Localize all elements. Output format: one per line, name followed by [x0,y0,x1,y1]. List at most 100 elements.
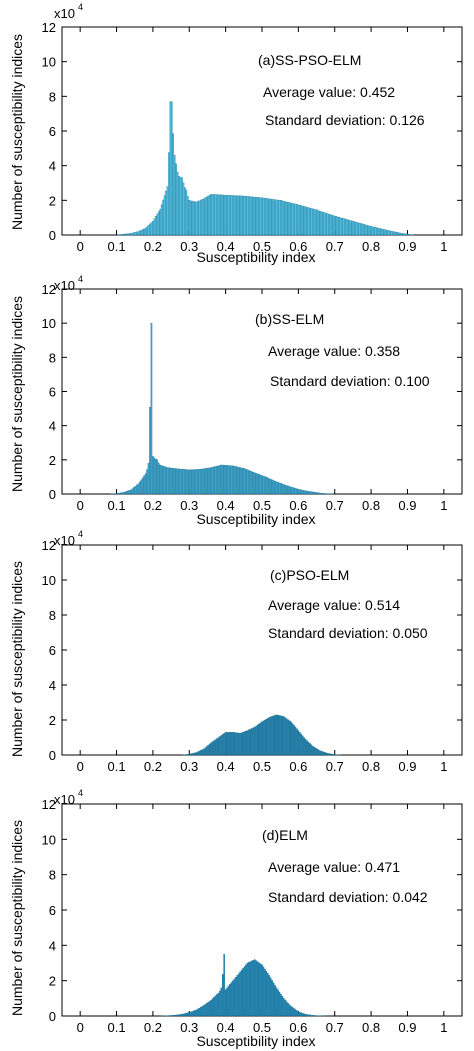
histogram-bar [303,490,305,495]
histogram-bar [262,475,265,495]
histogram-bar [221,464,224,495]
histogram-bar [153,218,156,236]
histogram-bar [319,492,321,495]
histogram-bar [278,991,281,1017]
histogram-bar [203,748,205,756]
histogram-bar [176,1014,179,1017]
x-tick-label: 0 [77,1020,84,1035]
x-tick-label: 0.1 [108,239,126,254]
histogram-bar [319,750,321,756]
histogram-bar [374,227,377,236]
histogram-bar [377,227,380,236]
histogram-bar [237,732,240,756]
histogram-bar [156,459,159,495]
histogram-bar [203,1005,205,1017]
histogram-bar [392,231,394,236]
x-tick-label: 0.7 [326,759,344,774]
x-tick-label: 0.3 [180,498,198,513]
histogram-bar [239,733,241,756]
histogram-bar [207,195,209,236]
histogram-bar [242,968,244,1017]
x-tick-label: 0.1 [108,759,126,774]
histogram-bar [173,1014,176,1017]
histogram-bar [201,199,204,236]
histogram-bar [214,466,217,495]
histogram-bar [143,228,145,236]
histogram-bar [220,194,223,236]
histogram-bar [230,195,233,236]
histogram-bar [208,1001,211,1017]
histogram-bar [280,483,282,495]
histogram-bar [155,216,157,236]
histogram-bar [355,222,358,236]
x-tick-label: 0.2 [144,239,162,254]
x-tick-label: 0.9 [398,239,416,254]
y-tick-label: 4 [49,159,56,174]
histogram-bar [288,486,291,495]
histogram-bar [349,220,352,236]
histogram-bar [171,101,173,236]
x-axis-label: Susceptibility index [196,511,315,527]
histogram-bar [194,201,196,236]
histogram-bar [134,232,137,236]
histogram-bar [390,230,393,236]
histogram-bar [149,407,151,495]
y-axis-label: Number of susceptibility indices [9,296,25,492]
histogram-bar [265,971,268,1017]
histogram-bar [306,740,308,756]
histogram-bar [281,996,284,1017]
panel-title: (d)ELM [262,827,308,843]
histogram-bar [243,195,246,236]
histogram-bar [197,1008,199,1017]
histogram-bar [150,222,153,236]
histogram-bar [214,995,217,1017]
histogram-bar [227,732,230,756]
histogram-bar [310,491,313,495]
histogram-bar [166,186,169,236]
histogram-bar [283,484,285,495]
y-axis-label: Number of susceptibility indices [9,820,25,1016]
histogram-bar [252,471,255,495]
histogram-bar [288,1004,291,1017]
histogram-bar [162,465,164,495]
histogram-bar [195,469,198,495]
histogram-bar [159,464,161,495]
x-tick-label: 0.8 [362,498,380,513]
histogram-bar [296,204,298,236]
histogram-bar [332,754,335,756]
histogram-bar [285,1001,288,1017]
histogram-bar [217,737,220,756]
y-multiplier: x10 [54,533,75,548]
histogram-bar [272,199,275,236]
histogram-bar [188,1012,191,1017]
x-tick-label: 0.6 [289,498,307,513]
histogram-bar [123,492,125,495]
histogram-bar [384,229,387,236]
histogram-bar [226,732,228,756]
histogram-bar [194,469,196,495]
histogram-bar [192,469,195,495]
histogram-bar [275,199,278,236]
histogram-bar [210,467,212,495]
histogram-bar [144,473,147,495]
histogram-bar [249,961,252,1017]
histogram-bar [200,750,202,756]
x-tick-label: 0.2 [144,1020,162,1035]
histogram-bar [169,1015,172,1017]
histogram-bar [328,753,330,756]
histogram-bar [168,152,170,236]
histogram-bar [213,740,215,756]
y-tick-label: 12 [42,538,56,553]
x-tick-label: 0.9 [398,1020,416,1035]
histogram-bar [341,217,343,236]
average-label: Average value: 0.452 [263,84,395,100]
histogram-bar [236,466,239,495]
histogram-bar [237,195,240,236]
histogram-bar [319,210,321,236]
histogram-bar [245,730,247,756]
histogram-bar [406,234,409,236]
histogram-bar [258,723,260,756]
histogram-bar [262,197,265,236]
histogram-bar [197,201,199,236]
histogram-bar [322,211,324,236]
